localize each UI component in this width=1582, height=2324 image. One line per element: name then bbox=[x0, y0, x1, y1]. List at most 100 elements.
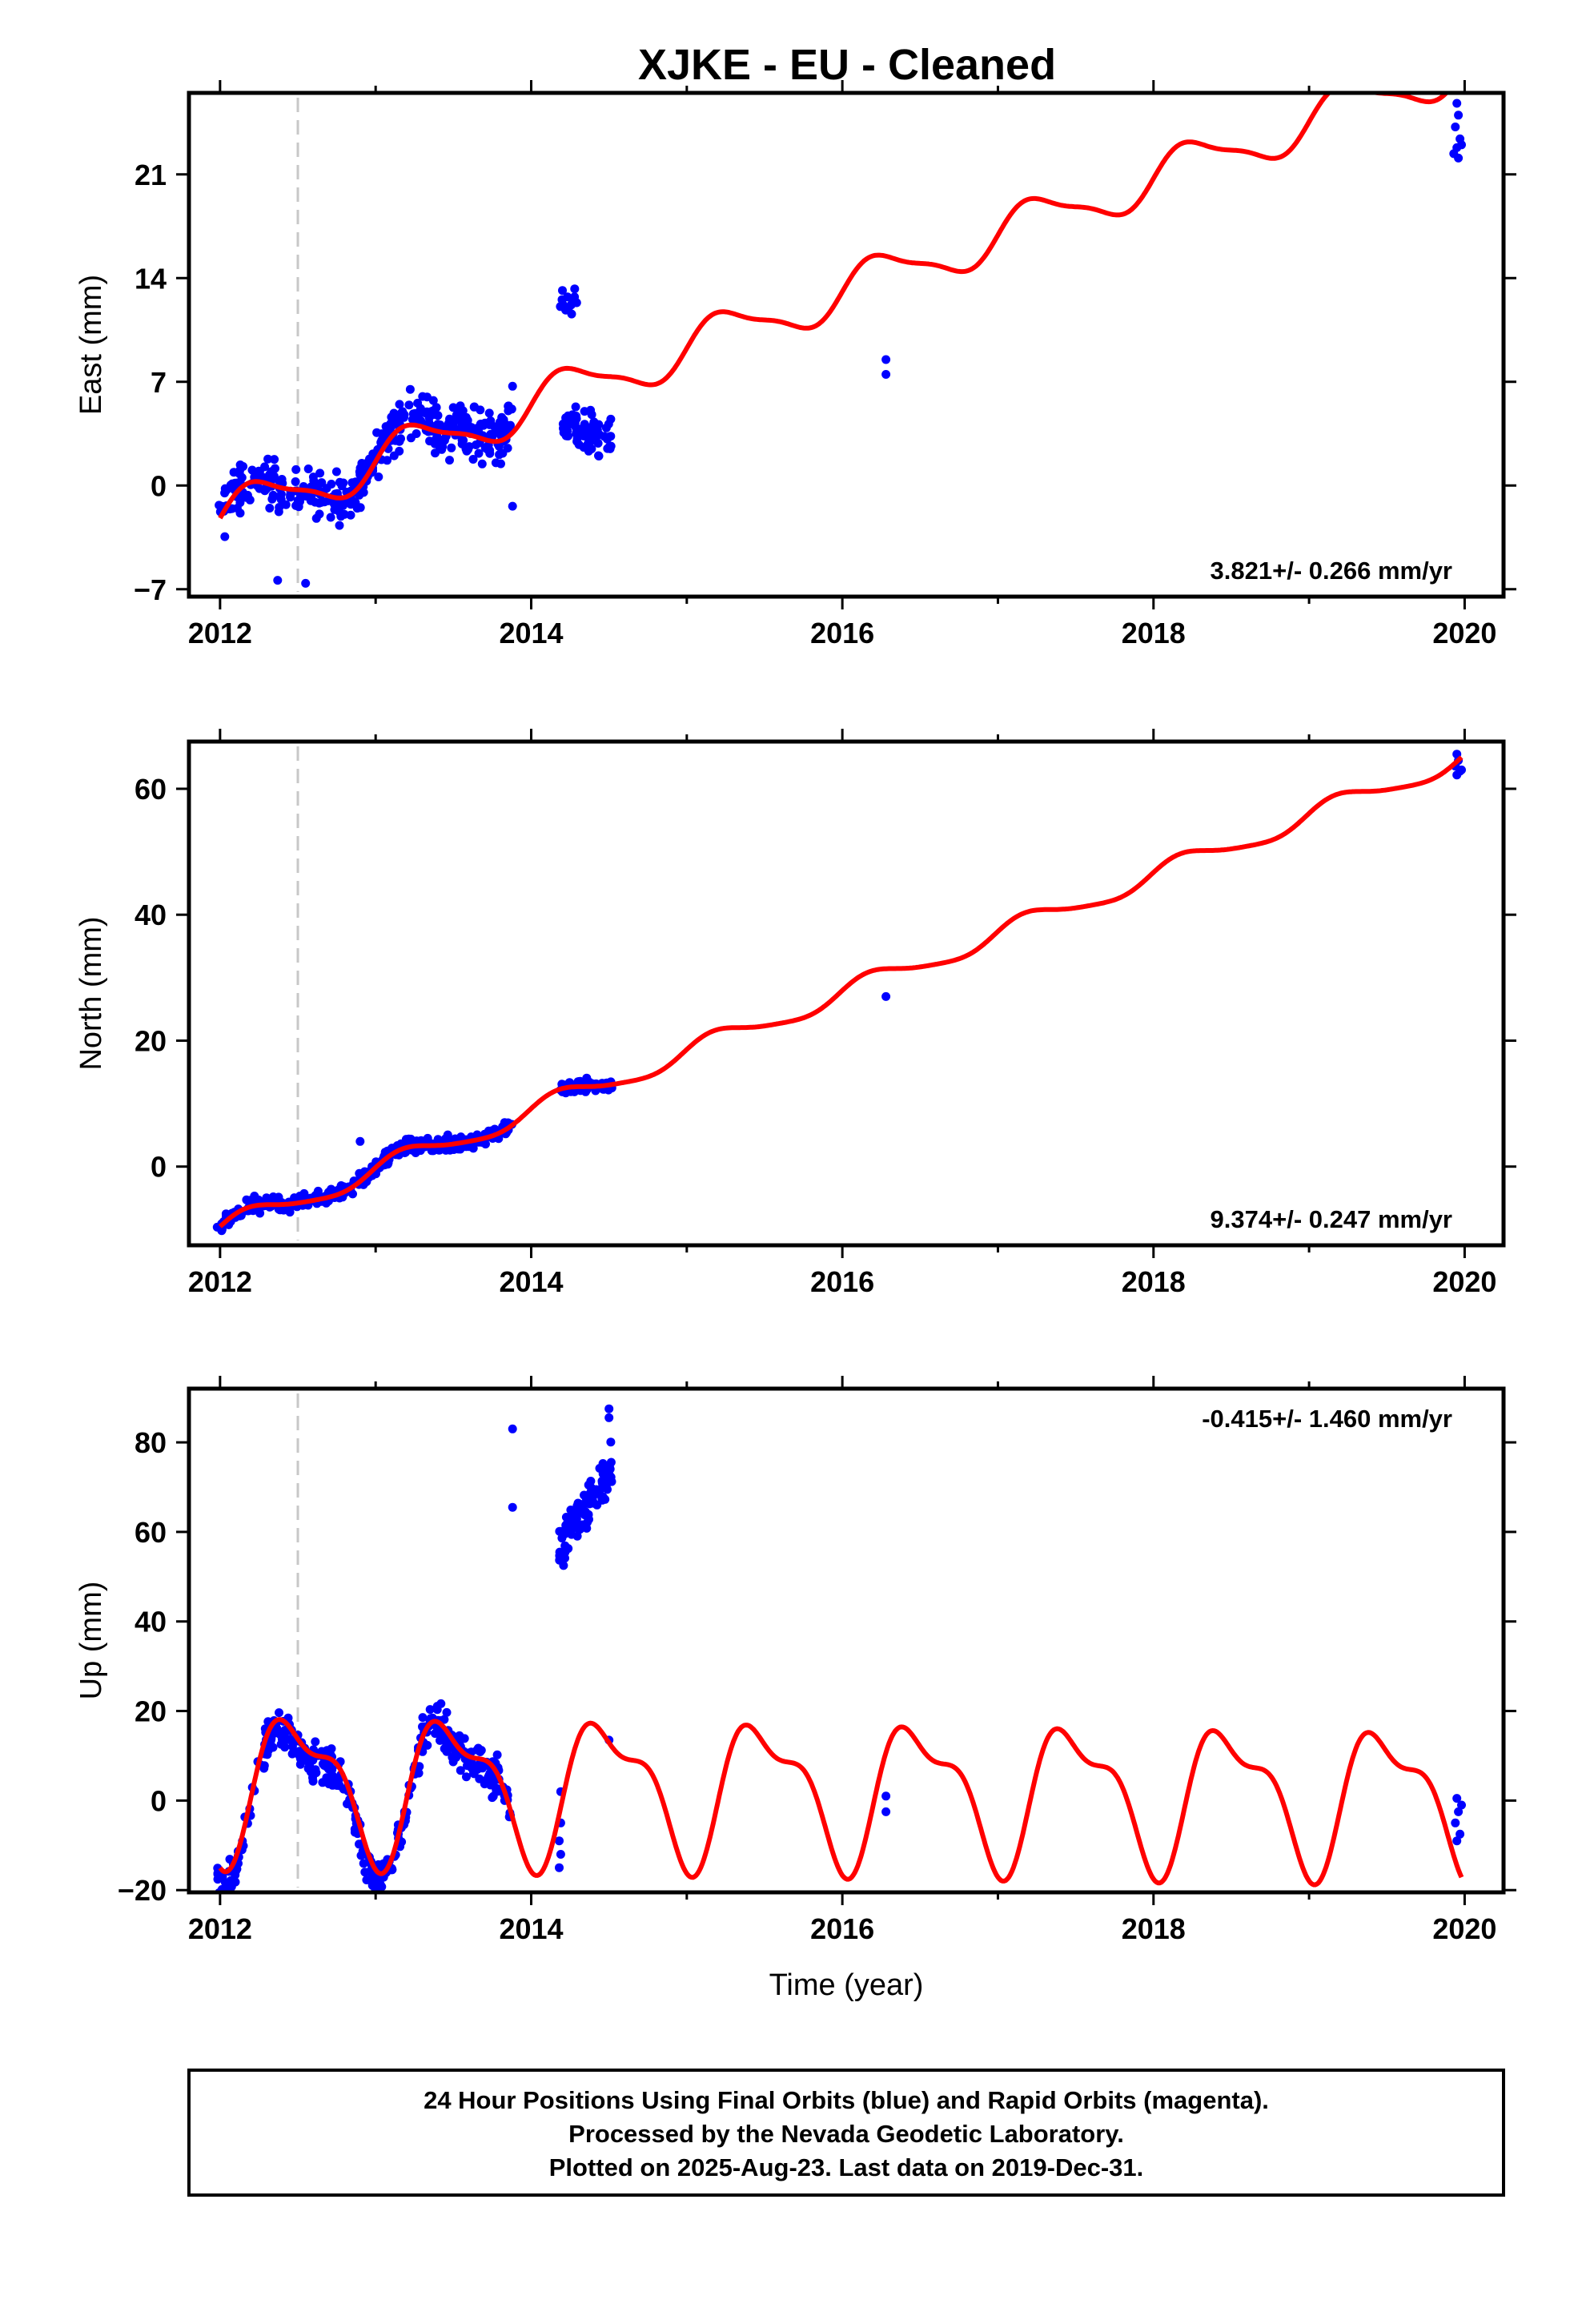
data-point bbox=[503, 444, 512, 453]
data-point bbox=[250, 1192, 259, 1200]
data-point bbox=[485, 1768, 495, 1778]
data-point bbox=[474, 448, 484, 458]
data-point bbox=[243, 490, 252, 500]
data-point bbox=[436, 1731, 446, 1740]
data-point bbox=[220, 484, 230, 493]
data-point bbox=[301, 578, 311, 588]
data-point bbox=[295, 1747, 304, 1756]
data-point bbox=[1457, 1800, 1466, 1810]
data-point bbox=[374, 472, 383, 481]
data-point bbox=[336, 1181, 346, 1190]
model-fit-curve bbox=[218, 1717, 1464, 1888]
x-tick-label: 2014 bbox=[499, 1265, 563, 1298]
data-point bbox=[311, 513, 321, 523]
data-point bbox=[1457, 765, 1466, 774]
x-tick-label: 2018 bbox=[1122, 1265, 1186, 1298]
x-tick-label: 2012 bbox=[188, 1265, 252, 1298]
data-point bbox=[331, 467, 341, 476]
data-point bbox=[355, 1136, 365, 1146]
data-point bbox=[263, 454, 273, 464]
data-point bbox=[491, 428, 500, 437]
data-point bbox=[460, 1734, 469, 1743]
data-point bbox=[365, 1876, 375, 1885]
y-axis-title: East (mm) bbox=[74, 275, 108, 415]
data-point bbox=[584, 1480, 593, 1490]
data-point bbox=[555, 1836, 564, 1846]
data-point bbox=[448, 1757, 458, 1767]
y-tick-label: 60 bbox=[135, 1516, 167, 1549]
data-point bbox=[1454, 111, 1464, 120]
data-point bbox=[456, 1766, 465, 1775]
data-point bbox=[323, 1746, 331, 1755]
data-point bbox=[263, 1746, 273, 1755]
data-point bbox=[262, 1193, 271, 1203]
data-point bbox=[413, 398, 423, 408]
data-point bbox=[560, 1529, 570, 1538]
data-point bbox=[464, 420, 473, 430]
y-tick-label: −20 bbox=[118, 1874, 167, 1907]
data-point bbox=[448, 421, 458, 431]
data-point bbox=[480, 1776, 490, 1786]
y-tick-label: 40 bbox=[135, 899, 167, 931]
data-point bbox=[571, 423, 580, 432]
data-point bbox=[405, 384, 415, 394]
y-tick-label: 40 bbox=[135, 1606, 167, 1638]
data-point bbox=[582, 1523, 592, 1533]
data-point bbox=[276, 489, 286, 499]
data-point bbox=[325, 1762, 335, 1771]
data-point bbox=[352, 504, 362, 513]
data-point bbox=[298, 1755, 307, 1764]
data-point bbox=[432, 403, 441, 412]
footer-line-3: Plotted on 2025-Aug-23. Last data on 201… bbox=[549, 2153, 1144, 2181]
data-point bbox=[311, 1737, 320, 1747]
data-point bbox=[281, 500, 291, 509]
data-point bbox=[462, 1772, 471, 1782]
x-tick-label: 2012 bbox=[188, 617, 252, 649]
data-point bbox=[594, 452, 604, 460]
data-point bbox=[1452, 1794, 1462, 1803]
data-point bbox=[231, 1867, 240, 1876]
data-point bbox=[235, 509, 245, 518]
footer-line-1: 24 Hour Positions Using Final Orbits (bl… bbox=[424, 2086, 1269, 2114]
data-point bbox=[508, 501, 517, 511]
data-point bbox=[255, 1208, 265, 1218]
x-tick-label: 2016 bbox=[810, 1265, 874, 1298]
y-tick-label: 14 bbox=[135, 262, 167, 295]
y-tick-label: 0 bbox=[151, 1784, 167, 1817]
data-point bbox=[600, 432, 609, 441]
data-point bbox=[318, 497, 327, 506]
data-point bbox=[556, 1850, 565, 1859]
data-point bbox=[484, 445, 493, 455]
data-point bbox=[881, 355, 891, 364]
y-tick-label: 0 bbox=[151, 1151, 167, 1184]
y-axis-title: North (mm) bbox=[74, 916, 108, 1070]
data-point bbox=[330, 505, 339, 514]
data-point bbox=[484, 408, 494, 418]
data-point bbox=[274, 507, 283, 517]
data-point bbox=[418, 1713, 428, 1723]
data-point bbox=[601, 1476, 611, 1486]
model-fit-curve bbox=[218, 93, 1450, 520]
data-point bbox=[572, 1518, 580, 1528]
data-point bbox=[581, 1087, 590, 1096]
data-point bbox=[327, 480, 336, 489]
data-point bbox=[561, 413, 571, 423]
x-tick-label: 2020 bbox=[1432, 1265, 1496, 1298]
data-point bbox=[351, 477, 360, 487]
data-point bbox=[436, 1699, 446, 1708]
data-point bbox=[571, 402, 580, 412]
data-point bbox=[488, 1777, 498, 1787]
x-tick-label: 2014 bbox=[499, 617, 563, 649]
data-point bbox=[592, 432, 601, 441]
data-point bbox=[580, 1507, 590, 1517]
plot-frame bbox=[187, 739, 1506, 1248]
data-point bbox=[491, 458, 500, 468]
data-point bbox=[404, 400, 414, 410]
data-point bbox=[595, 1464, 604, 1473]
data-point bbox=[508, 1424, 517, 1433]
data-point bbox=[268, 490, 278, 500]
plot-frame bbox=[187, 90, 1506, 599]
velocity-annotation: 3.821+/- 0.266 mm/yr bbox=[1211, 557, 1452, 585]
